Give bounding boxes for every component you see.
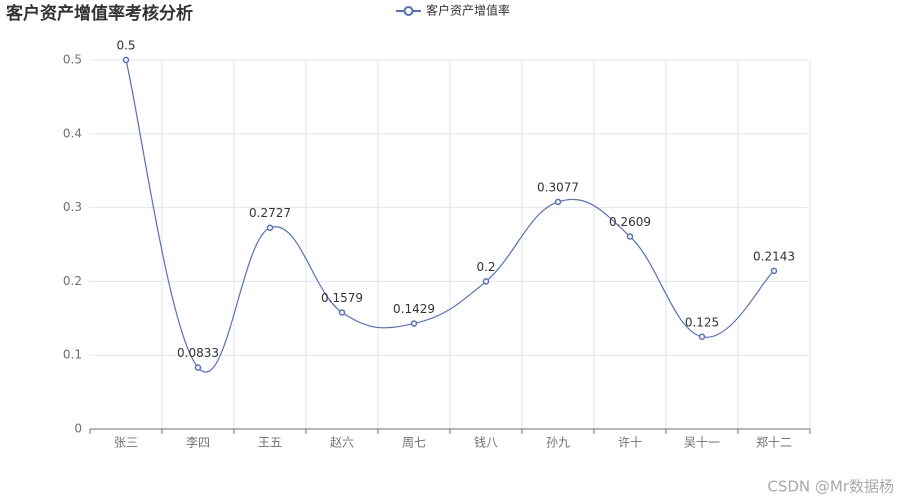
data-label: 0.125 xyxy=(685,315,719,329)
y-tick-label: 0.1 xyxy=(63,348,82,362)
data-label: 0.2609 xyxy=(609,215,651,229)
y-tick-label: 0 xyxy=(74,422,82,436)
x-tick-label: 吴十一 xyxy=(684,436,720,450)
x-tick-label: 李四 xyxy=(186,435,210,450)
data-label: 0.1429 xyxy=(393,302,435,316)
point xyxy=(410,320,418,327)
data-label: 0.5 xyxy=(116,39,135,53)
point xyxy=(770,267,778,275)
watermark: CSDN @Mr数据杨 xyxy=(767,478,894,496)
point xyxy=(482,278,490,285)
point xyxy=(626,233,634,240)
chart-title: 客户资产增值率考核分析 xyxy=(5,3,193,24)
data-label: 0.1579 xyxy=(321,291,363,305)
x-tick-label: 赵六 xyxy=(330,436,354,450)
x-tick-label: 张三 xyxy=(114,436,138,450)
x-tick-label: 孙九 xyxy=(546,436,570,450)
data-label: 0.2727 xyxy=(249,206,291,220)
y-tick-label: 0.2 xyxy=(63,274,82,288)
y-tick-label: 0.4 xyxy=(63,126,82,140)
point xyxy=(554,198,562,206)
data-label: 0.0833 xyxy=(177,346,219,360)
x-tick-label: 钱八 xyxy=(474,435,498,450)
point xyxy=(338,309,346,316)
point xyxy=(698,333,706,340)
y-tick-label: 0.5 xyxy=(63,53,82,67)
point xyxy=(194,364,202,371)
x-tick-label: 周七 xyxy=(402,436,426,450)
data-label: 0.2143 xyxy=(753,249,795,263)
x-tick-label: 郑十二 xyxy=(756,435,792,450)
point xyxy=(122,56,130,64)
y-tick-label: 0.3 xyxy=(63,200,82,214)
data-label: 0.2 xyxy=(476,260,495,274)
legend-marker xyxy=(403,6,414,16)
legend-label: 客户资产增值率 xyxy=(426,3,510,18)
x-tick-label: 许十 xyxy=(618,436,642,450)
x-tick-label: 王五 xyxy=(258,436,282,450)
data-label: 0.3077 xyxy=(537,180,579,194)
point xyxy=(266,224,274,231)
